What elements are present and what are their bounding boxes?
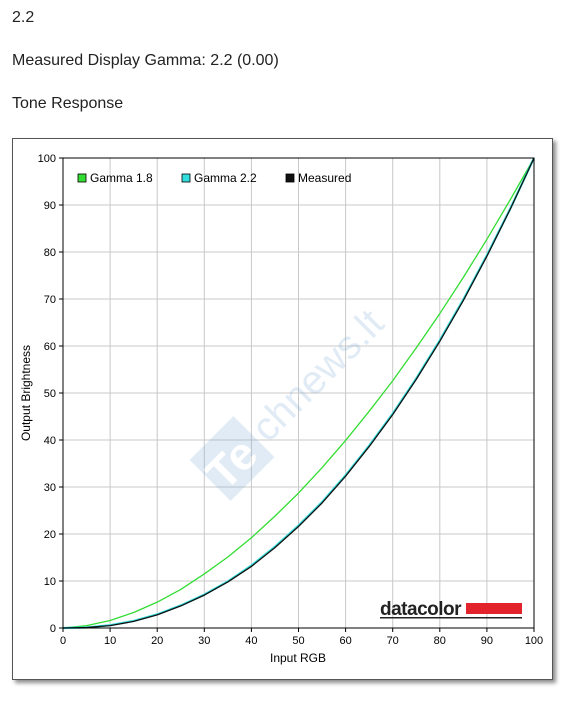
y-tick-label: 0 bbox=[50, 623, 56, 635]
datacolor-logo-text: datacolor bbox=[380, 599, 462, 620]
x-tick-label: 60 bbox=[339, 635, 351, 647]
y-axis-label: Output Brightness bbox=[19, 345, 33, 441]
datacolor-logo: datacolor bbox=[380, 599, 522, 620]
y-tick-label: 80 bbox=[44, 247, 56, 259]
y-tick-label: 100 bbox=[38, 153, 56, 165]
y-tick-label: 20 bbox=[44, 529, 56, 541]
x-tick-label: 10 bbox=[104, 635, 116, 647]
datacolor-logo-bar bbox=[466, 603, 522, 614]
y-tick-label: 70 bbox=[44, 294, 56, 306]
chart-svg: Te chnews.lt 0 10 20 30 40 50 60 70 80 90 10001020… bbox=[19, 153, 544, 665]
watermark-box bbox=[189, 416, 275, 501]
x-tick-label: 0 bbox=[60, 635, 66, 647]
legend-swatch-measured bbox=[285, 173, 295, 183]
x-tick-label: 100 bbox=[525, 635, 543, 647]
x-tick-label: 70 bbox=[387, 635, 399, 647]
y-tick-label: 40 bbox=[44, 435, 56, 447]
tone-response-chart: Te chnews.lt 0 10 20 30 40 50 60 70 80 90 100 0 10 20… bbox=[12, 138, 553, 680]
gamma-value: 2.2 bbox=[12, 9, 35, 26]
y-tick-label: 30 bbox=[44, 482, 56, 494]
series-layer bbox=[62, 157, 535, 630]
x-tick-label: 20 bbox=[151, 635, 163, 647]
y-tick-label: 60 bbox=[44, 341, 56, 353]
x-tick-label: 30 bbox=[198, 635, 210, 647]
x-axis-label: Input RGB bbox=[270, 651, 326, 665]
x-tick-label: 80 bbox=[434, 635, 446, 647]
plot-border bbox=[62, 157, 535, 629]
y-tick-label: 90 bbox=[44, 200, 56, 212]
legend-label-gamma-18: Gamma 1.8 bbox=[90, 171, 153, 185]
y-tick-label: 10 bbox=[44, 576, 56, 588]
legend-label-measured: Measured bbox=[298, 171, 351, 185]
x-tick-label: 50 bbox=[292, 635, 304, 647]
legend-label-gamma-22: Gamma 2.2 bbox=[194, 171, 257, 185]
tone-response-title: Tone Response bbox=[12, 95, 124, 112]
series-line-measured bbox=[62, 157, 535, 629]
x-tick-label: 40 bbox=[245, 635, 257, 647]
datacolor-logo-underline bbox=[380, 617, 522, 619]
series-line-gamma-1-8 bbox=[62, 157, 535, 629]
ticks: 0 10 20 30 40 50 60 70 80 90 100 0 10 20 30 40 50 60 70 80 9… bbox=[38, 153, 544, 647]
legend-swatch-gamma-18 bbox=[77, 173, 87, 183]
measured-gamma-text: Measured Display Gamma: 2.2 (0.00) bbox=[12, 52, 279, 69]
legend-swatch-gamma-22 bbox=[181, 173, 191, 183]
legend: Gamma 1.8 Gamma 2.2 Measured bbox=[77, 171, 351, 185]
y-tick-label: 50 bbox=[44, 388, 56, 400]
x-tick-label: 90 bbox=[481, 635, 493, 647]
